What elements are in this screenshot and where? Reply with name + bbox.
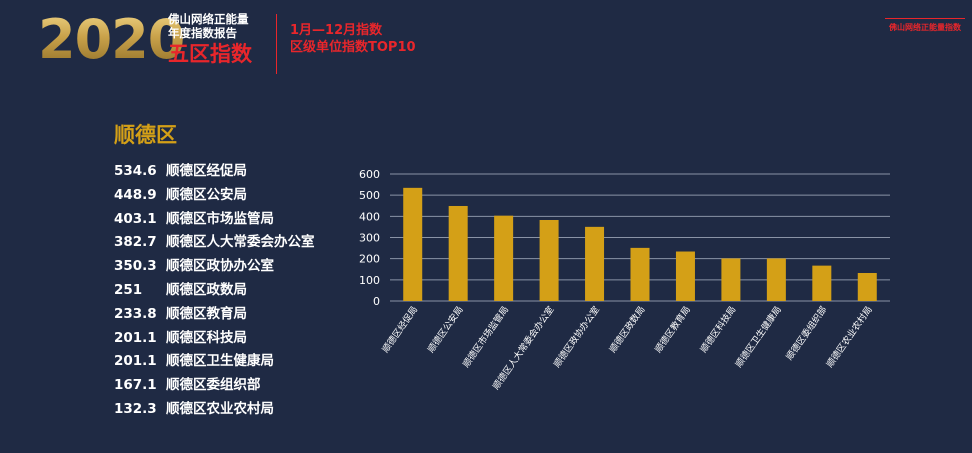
ranking-row: 201.1 顺德区科技局 xyxy=(114,329,315,353)
x-category-label: 顺德区政数局 xyxy=(607,304,648,355)
bar xyxy=(721,258,741,301)
ranking-value: 201.1 xyxy=(114,353,157,370)
x-category-label: 顺德区教育局 xyxy=(652,304,693,355)
ranking-row: 201.1 顺德区卫生健康局 xyxy=(114,352,315,376)
ranking-name: 顺德区市场监管局 xyxy=(166,210,274,227)
bar xyxy=(675,251,695,301)
report-subtitle-line2: 年度指数报告 xyxy=(168,26,237,40)
ranking-value: 132.3 xyxy=(114,400,157,417)
y-tick-label: 400 xyxy=(359,210,380,223)
ranking-name: 顺德区教育局 xyxy=(166,305,247,322)
ranking-value: 201.1 xyxy=(114,329,157,346)
ranking-list: 534.6 顺德区经促局 448.9 顺德区公安局 403.1 顺德区市场监管局 382.7… xyxy=(114,162,315,424)
report-year: 2020 xyxy=(38,8,185,71)
ranking-row: 132.3 顺德区农业农村局 xyxy=(114,400,315,424)
brand-label: 佛山网络正能量指数 xyxy=(889,23,961,32)
ranking-value: 403.1 xyxy=(114,210,157,227)
ranking-name: 顺德区政数局 xyxy=(166,281,247,298)
ranking-row: 350.3 顺德区政协办公室 xyxy=(114,257,315,281)
ranking-value: 167.1 xyxy=(114,377,157,394)
ranking-row: 534.6 顺德区经促局 xyxy=(114,162,315,186)
ranking-row: 251 顺德区政数局 xyxy=(114,281,315,305)
x-category-label: 顺德区农业农村局 xyxy=(824,304,875,370)
x-category-label: 顺德区公安局 xyxy=(425,304,466,355)
ranking-name: 顺德区经促局 xyxy=(166,163,247,179)
ranking-value: 448.9 xyxy=(114,186,157,203)
x-category-label: 顺德区委组织部 xyxy=(783,304,829,363)
ranking-value: 251 xyxy=(114,281,143,298)
y-tick-label: 300 xyxy=(359,232,380,245)
ranking-row: 382.7 顺德区人大常委会办公室 xyxy=(114,233,315,257)
header-divider xyxy=(276,14,277,74)
bar xyxy=(812,265,832,301)
ranking-name: 顺德区委组织部 xyxy=(166,377,261,394)
ranking-row: 233.8 顺德区教育局 xyxy=(114,305,315,329)
ranking-row: 448.9 顺德区公安局 xyxy=(114,186,315,210)
bar xyxy=(766,258,786,301)
ranking-value: 233.8 xyxy=(114,305,157,322)
bar xyxy=(585,226,605,301)
header-period-block: 1月—12月指数 区级单位指数TOP10 xyxy=(290,22,416,56)
ranking-value: 382.7 xyxy=(114,234,157,251)
brand-rule xyxy=(885,18,965,19)
report-subtitle-line1: 佛山网络正能量 xyxy=(168,12,249,26)
bar xyxy=(494,215,514,301)
ranking-value: 534.6 xyxy=(114,163,157,179)
ranking-name: 顺德区公安局 xyxy=(166,186,247,203)
y-tick-label: 600 xyxy=(359,168,380,181)
bar xyxy=(403,187,423,301)
y-tick-label: 500 xyxy=(359,189,380,202)
district-title: 顺德区 xyxy=(114,123,177,147)
ranking-name: 顺德区人大常委会办公室 xyxy=(166,234,315,251)
x-category-label: 顺德区政协办公室 xyxy=(551,304,602,370)
x-category-label: 顺德区经促局 xyxy=(379,304,420,355)
x-category-label: 顺德区市场监管局 xyxy=(460,304,511,370)
bar xyxy=(857,272,877,301)
report-subtitle-block: 佛山网络正能量 年度指数报告 五区指数 xyxy=(168,12,252,67)
ranking-value: 350.3 xyxy=(114,258,157,275)
y-tick-label: 100 xyxy=(359,274,380,287)
bar xyxy=(539,219,559,301)
ranking-title: 区级单位指数TOP10 xyxy=(290,40,416,55)
bar xyxy=(630,247,650,301)
ranking-row: 403.1 顺德区市场监管局 xyxy=(114,210,315,234)
y-tick-label: 200 xyxy=(359,253,380,266)
ranking-row: 167.1 顺德区委组织部 xyxy=(114,376,315,400)
bar xyxy=(448,205,468,301)
period-label: 1月—12月指数 xyxy=(290,23,383,38)
report-header: 2020 佛山网络正能量 年度指数报告 五区指数 1月—12月指数 区级单位指数… xyxy=(0,0,972,80)
report-section-title: 五区指数 xyxy=(168,42,252,66)
x-category-label: 顺德区卫生健康局 xyxy=(733,304,784,370)
ranking-name: 顺德区政协办公室 xyxy=(166,258,274,275)
x-category-label: 顺德区科技局 xyxy=(698,304,739,355)
ranking-name: 顺德区科技局 xyxy=(166,329,247,346)
ranking-name: 顺德区卫生健康局 xyxy=(166,353,274,370)
y-tick-label: 0 xyxy=(373,295,380,308)
ranking-name: 顺德区农业农村局 xyxy=(166,400,274,417)
